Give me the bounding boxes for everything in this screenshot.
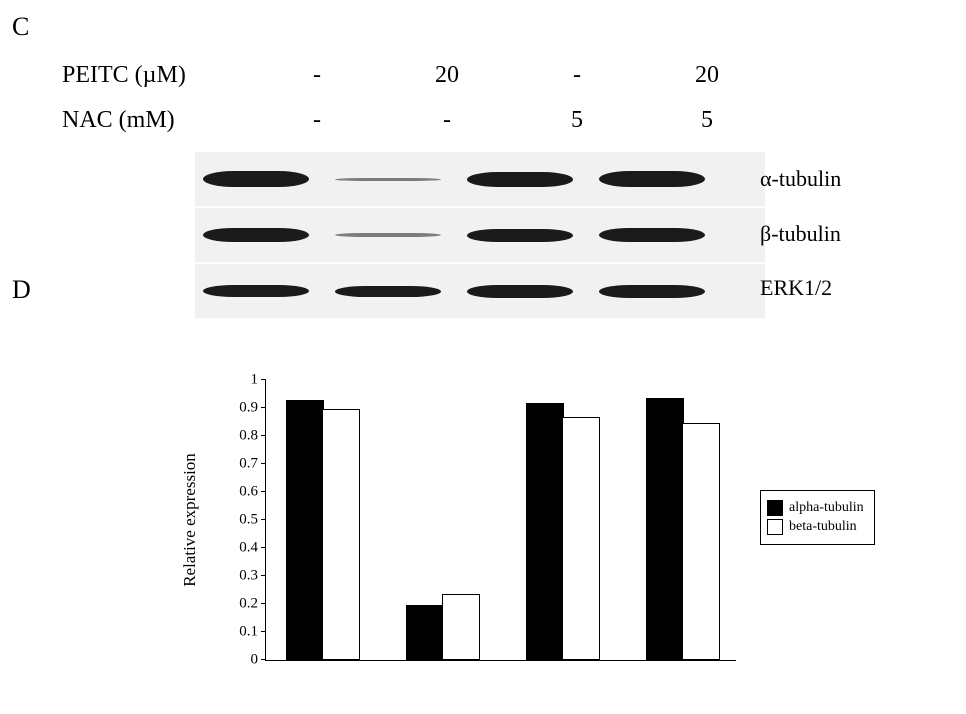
blot-band (335, 233, 441, 237)
chart-ytick-mark (261, 435, 266, 436)
chart-ytick-label: 0.8 (218, 428, 258, 445)
legend-swatch (767, 519, 783, 535)
blot-lane (195, 264, 317, 318)
blot-row (195, 264, 765, 318)
blot-band (335, 286, 441, 297)
chart-ytick-label: 0.5 (218, 512, 258, 529)
blot-lane (459, 152, 581, 206)
chart-bar (646, 398, 684, 660)
chart-ytick-mark (261, 575, 266, 576)
blot-lane (327, 208, 449, 262)
legend-item: beta-tubulin (767, 519, 864, 535)
chart-ytick-label: 0.9 (218, 400, 258, 417)
treatment-label: NAC (mM) (62, 107, 252, 134)
treatment-cell: - (382, 107, 512, 134)
chart-bar (322, 409, 360, 660)
blot-band (335, 178, 441, 181)
chart-bar (286, 400, 324, 660)
chart-ytick-label: 0.2 (218, 596, 258, 613)
blot-lane (327, 264, 449, 318)
western-blot (195, 152, 765, 320)
chart-ytick-mark (261, 519, 266, 520)
blot-lane (591, 264, 713, 318)
chart-ytick-mark (261, 631, 266, 632)
blot-lane (327, 152, 449, 206)
legend-label: alpha-tubulin (789, 500, 864, 516)
chart-ytick-mark (261, 407, 266, 408)
treatment-cell: - (252, 62, 382, 89)
chart-ytick-label: 0.3 (218, 568, 258, 585)
chart-ytick-mark (261, 491, 266, 492)
panel-letter-c: C (12, 12, 29, 42)
blot-lane (459, 264, 581, 318)
legend-item: alpha-tubulin (767, 500, 864, 516)
chart-bar (442, 594, 480, 660)
blot-band (467, 229, 573, 242)
blot-lane (591, 208, 713, 262)
chart-bar (406, 605, 444, 660)
chart-legend: alpha-tubulin beta-tubulin (760, 490, 875, 545)
blot-lane (195, 152, 317, 206)
chart-ytick-mark (261, 379, 266, 380)
blot-band (599, 285, 705, 298)
chart-ytick-label: 1 (218, 372, 258, 389)
blot-band (467, 285, 573, 298)
chart-ytick-mark (261, 547, 266, 548)
legend-swatch (767, 500, 783, 516)
chart-ytick-mark (261, 603, 266, 604)
blot-band (203, 228, 309, 242)
chart-ytick-label: 0.7 (218, 456, 258, 473)
panel-letter-d: D (12, 275, 31, 305)
chart-ytick-mark (261, 659, 266, 660)
chart-bar (682, 423, 720, 660)
chart-ytick-label: 0.4 (218, 540, 258, 557)
bar-chart: Relative expression 00.10.20.30.40.50.60… (195, 380, 745, 690)
chart-ytick-mark (261, 463, 266, 464)
chart-ytick-label: 0 (218, 652, 258, 669)
treatment-cell: - (512, 62, 642, 89)
legend-label: beta-tubulin (789, 519, 857, 535)
blot-band (599, 228, 705, 242)
blot-row (195, 208, 765, 262)
blot-label-erk: ERK1/2 (760, 275, 832, 301)
blot-label-alpha-tubulin: α-tubulin (760, 166, 841, 192)
blot-lane (591, 152, 713, 206)
treatment-cell: 5 (642, 107, 772, 134)
chart-plot-area: 00.10.20.30.40.50.60.70.80.91 (265, 380, 736, 661)
chart-ytick-label: 0.6 (218, 484, 258, 501)
blot-band (599, 171, 705, 187)
chart-bar (562, 417, 600, 660)
blot-lane (195, 208, 317, 262)
blot-label-beta-tubulin: β-tubulin (760, 221, 841, 247)
chart-ytick-label: 0.1 (218, 624, 258, 641)
treatment-cell: - (252, 107, 382, 134)
blot-band (467, 172, 573, 187)
chart-bar (526, 403, 564, 660)
blot-band (203, 171, 309, 187)
blot-row (195, 152, 765, 206)
treatment-label: PEITC (µM) (62, 62, 252, 89)
chart-ylabel: Relative expression (180, 453, 200, 587)
treatment-table: PEITC (µM) - 20 - 20 NAC (mM) - - 5 5 (62, 62, 772, 152)
treatment-row: PEITC (µM) - 20 - 20 (62, 62, 772, 89)
treatment-cell: 20 (382, 62, 512, 89)
blot-band (203, 285, 309, 297)
treatment-cell: 5 (512, 107, 642, 134)
blot-lane (459, 208, 581, 262)
treatment-cell: 20 (642, 62, 772, 89)
treatment-row: NAC (mM) - - 5 5 (62, 107, 772, 134)
